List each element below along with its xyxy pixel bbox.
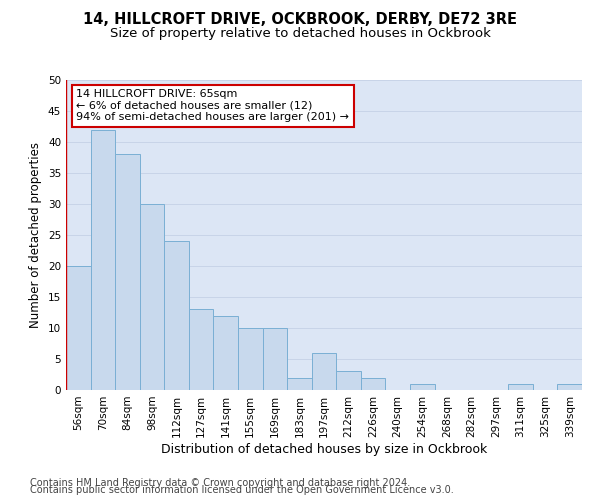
Bar <box>140 204 164 390</box>
Bar <box>557 384 582 390</box>
Bar <box>287 378 312 390</box>
Bar <box>115 154 140 390</box>
Bar <box>91 130 115 390</box>
Text: 14 HILLCROFT DRIVE: 65sqm
← 6% of detached houses are smaller (12)
94% of semi-d: 14 HILLCROFT DRIVE: 65sqm ← 6% of detach… <box>76 90 349 122</box>
X-axis label: Distribution of detached houses by size in Ockbrook: Distribution of detached houses by size … <box>161 442 487 456</box>
Bar <box>361 378 385 390</box>
Bar <box>508 384 533 390</box>
Bar <box>312 353 336 390</box>
Bar <box>214 316 238 390</box>
Bar <box>410 384 434 390</box>
Text: 14, HILLCROFT DRIVE, OCKBROOK, DERBY, DE72 3RE: 14, HILLCROFT DRIVE, OCKBROOK, DERBY, DE… <box>83 12 517 28</box>
Bar <box>336 372 361 390</box>
Text: Contains public sector information licensed under the Open Government Licence v3: Contains public sector information licen… <box>30 485 454 495</box>
Bar <box>66 266 91 390</box>
Bar <box>263 328 287 390</box>
Bar <box>164 241 189 390</box>
Text: Contains HM Land Registry data © Crown copyright and database right 2024.: Contains HM Land Registry data © Crown c… <box>30 478 410 488</box>
Y-axis label: Number of detached properties: Number of detached properties <box>29 142 43 328</box>
Text: Size of property relative to detached houses in Ockbrook: Size of property relative to detached ho… <box>110 28 490 40</box>
Bar <box>238 328 263 390</box>
Bar <box>189 310 214 390</box>
